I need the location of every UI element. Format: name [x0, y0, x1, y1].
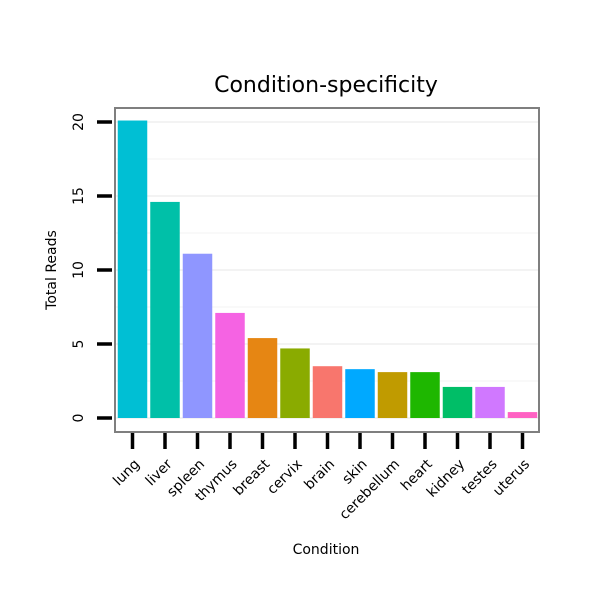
x-tick-label-uterus: uterus [490, 456, 533, 499]
x-tick-label-cervix: cervix [264, 456, 305, 497]
bar-brain [312, 366, 343, 418]
bar-breast [247, 338, 278, 418]
plot-frame [114, 107, 540, 433]
bar-heart [410, 372, 440, 418]
bar-uterus [507, 412, 538, 418]
y-tick-label: 10 [71, 261, 87, 279]
bar-cerebellum [377, 372, 408, 418]
bars [117, 120, 538, 419]
bar-testes [475, 386, 505, 418]
bar-lung [117, 120, 148, 419]
bar-skin [345, 369, 375, 418]
x-tick-label-brain: brain [301, 456, 338, 493]
x-tick-label-cerebellum: cerebellum [337, 456, 404, 523]
y-tick-label: 20 [71, 113, 87, 131]
x-tick-label-lung: lung [110, 456, 143, 489]
y-tick-label: 15 [71, 187, 87, 205]
bar-kidney [442, 386, 473, 418]
bar-spleen [182, 253, 213, 418]
y-tick-label: 0 [71, 414, 87, 423]
y-axis-label: Total Reads [44, 230, 60, 311]
y-tick-label: 5 [71, 340, 87, 349]
chart-title: Condition-specificity [214, 73, 438, 98]
bar-thymus [215, 312, 245, 418]
bar-cervix [280, 348, 310, 418]
bar-liver [150, 201, 180, 418]
x-axis-label: Condition [293, 542, 360, 558]
x-tick-label-breast: breast [231, 456, 274, 499]
y-axis: 0 5 10 15 20 [71, 113, 112, 422]
